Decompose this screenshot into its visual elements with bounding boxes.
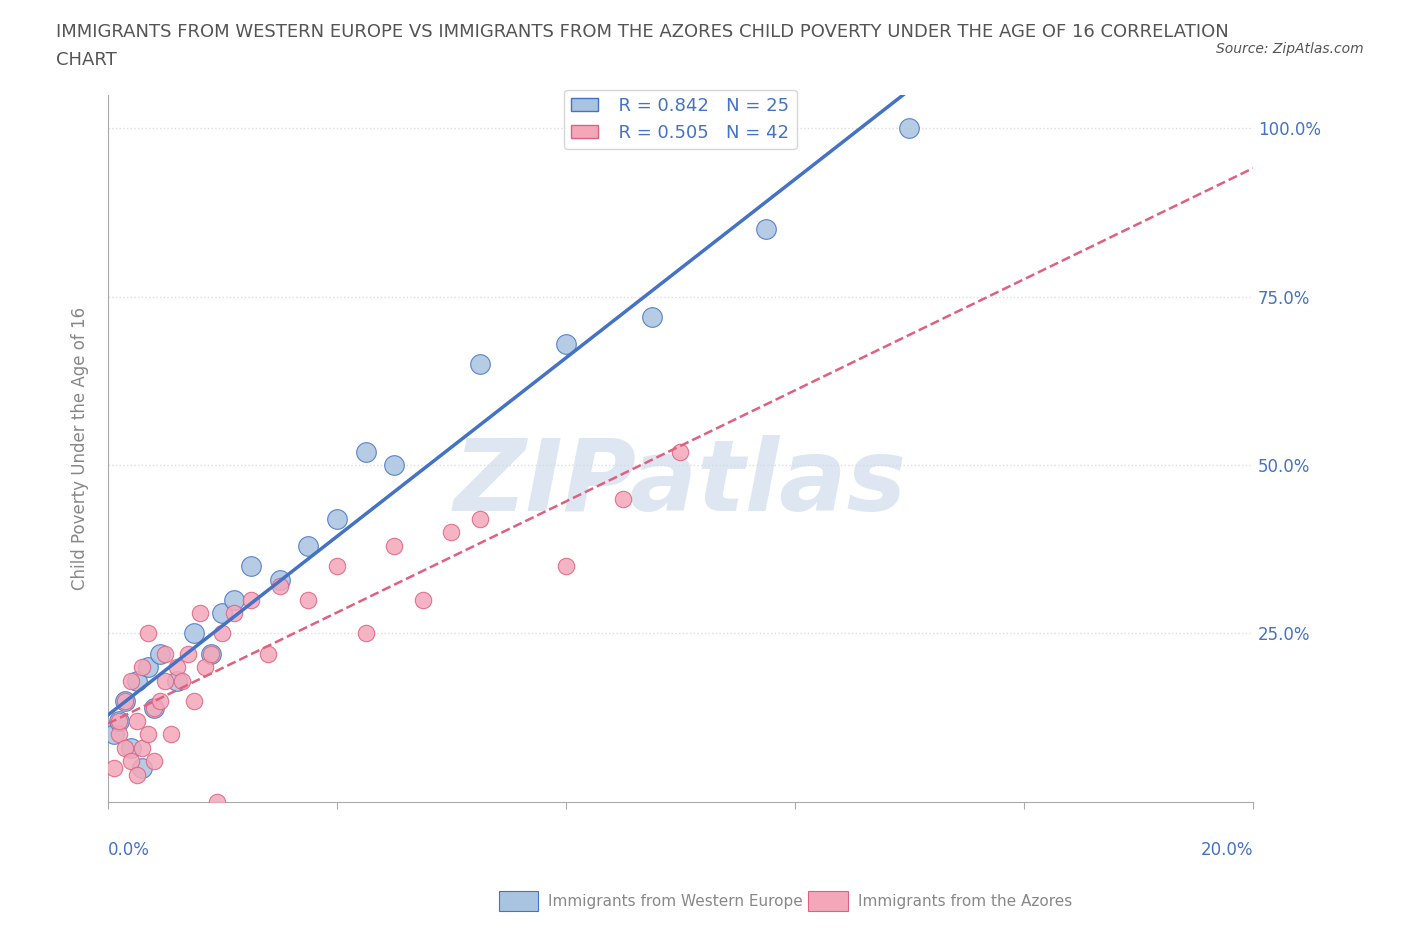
Point xyxy=(412,592,434,607)
Point xyxy=(240,592,263,607)
Legend:   R = 0.842   N = 25,   R = 0.505   N = 42: R = 0.842 N = 25, R = 0.505 N = 42 xyxy=(564,89,797,149)
Text: Source: ZipAtlas.com: Source: ZipAtlas.com xyxy=(1216,42,1364,56)
Point xyxy=(382,538,405,553)
Point xyxy=(136,659,159,674)
Point xyxy=(354,445,377,459)
Point xyxy=(188,605,211,620)
Point xyxy=(183,694,205,709)
Point xyxy=(148,646,170,661)
Point xyxy=(755,222,778,237)
Point xyxy=(131,740,153,755)
Text: Immigrants from Western Europe: Immigrants from Western Europe xyxy=(548,894,803,909)
Point xyxy=(468,512,491,526)
Point xyxy=(200,646,222,661)
Point xyxy=(142,700,165,715)
Point xyxy=(155,646,177,661)
Point xyxy=(120,740,142,755)
Point xyxy=(211,626,233,641)
Point xyxy=(155,673,177,688)
Point xyxy=(205,794,228,809)
Point xyxy=(898,121,921,136)
Point xyxy=(142,700,165,715)
Point xyxy=(103,727,125,742)
Point xyxy=(183,626,205,641)
Point xyxy=(142,754,165,769)
Point xyxy=(200,646,222,661)
Point xyxy=(160,727,183,742)
Point xyxy=(177,646,200,661)
Point xyxy=(172,673,194,688)
Point xyxy=(194,659,217,674)
Point xyxy=(211,605,233,620)
Point xyxy=(120,673,142,688)
Point xyxy=(440,525,463,540)
Point xyxy=(125,713,148,728)
Point xyxy=(222,605,245,620)
Point xyxy=(108,727,131,742)
Point xyxy=(114,694,136,709)
Point xyxy=(354,626,377,641)
Point xyxy=(148,694,170,709)
Point xyxy=(136,727,159,742)
Point xyxy=(131,761,153,776)
Point xyxy=(108,713,131,728)
Point xyxy=(222,592,245,607)
Text: Immigrants from the Azores: Immigrants from the Azores xyxy=(858,894,1071,909)
Point xyxy=(612,491,634,506)
Point xyxy=(120,754,142,769)
Point xyxy=(125,673,148,688)
Point xyxy=(125,767,148,782)
Point xyxy=(555,559,578,574)
Point xyxy=(269,572,291,587)
Text: 0.0%: 0.0% xyxy=(108,841,150,858)
Point xyxy=(269,578,291,593)
Point xyxy=(108,713,131,728)
Point xyxy=(468,356,491,371)
Point xyxy=(326,512,349,526)
Point xyxy=(297,538,319,553)
Point xyxy=(669,445,692,459)
Point xyxy=(131,659,153,674)
Text: CHART: CHART xyxy=(56,51,117,69)
Y-axis label: Child Poverty Under the Age of 16: Child Poverty Under the Age of 16 xyxy=(72,307,89,590)
Text: 20.0%: 20.0% xyxy=(1201,841,1253,858)
Point xyxy=(555,337,578,352)
Point xyxy=(166,659,188,674)
Point xyxy=(297,592,319,607)
Point xyxy=(166,673,188,688)
Text: IMMIGRANTS FROM WESTERN EUROPE VS IMMIGRANTS FROM THE AZORES CHILD POVERTY UNDER: IMMIGRANTS FROM WESTERN EUROPE VS IMMIGR… xyxy=(56,23,1229,41)
Point xyxy=(114,694,136,709)
Text: ZIPatlas: ZIPatlas xyxy=(454,435,907,532)
Point xyxy=(136,626,159,641)
Point xyxy=(641,310,664,325)
Point xyxy=(114,740,136,755)
Point xyxy=(326,559,349,574)
Point xyxy=(103,761,125,776)
Point xyxy=(382,458,405,472)
Point xyxy=(240,559,263,574)
Point xyxy=(257,646,280,661)
